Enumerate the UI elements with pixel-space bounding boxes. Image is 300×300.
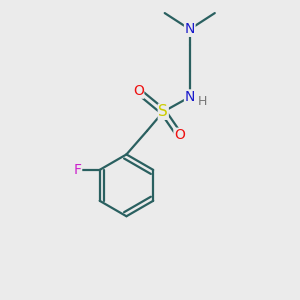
Text: N: N [184,90,195,104]
Text: O: O [133,84,144,98]
Text: O: O [174,128,185,142]
Text: N: N [184,22,195,36]
Text: F: F [74,163,82,177]
Text: S: S [158,104,168,119]
Text: H: H [197,95,207,108]
